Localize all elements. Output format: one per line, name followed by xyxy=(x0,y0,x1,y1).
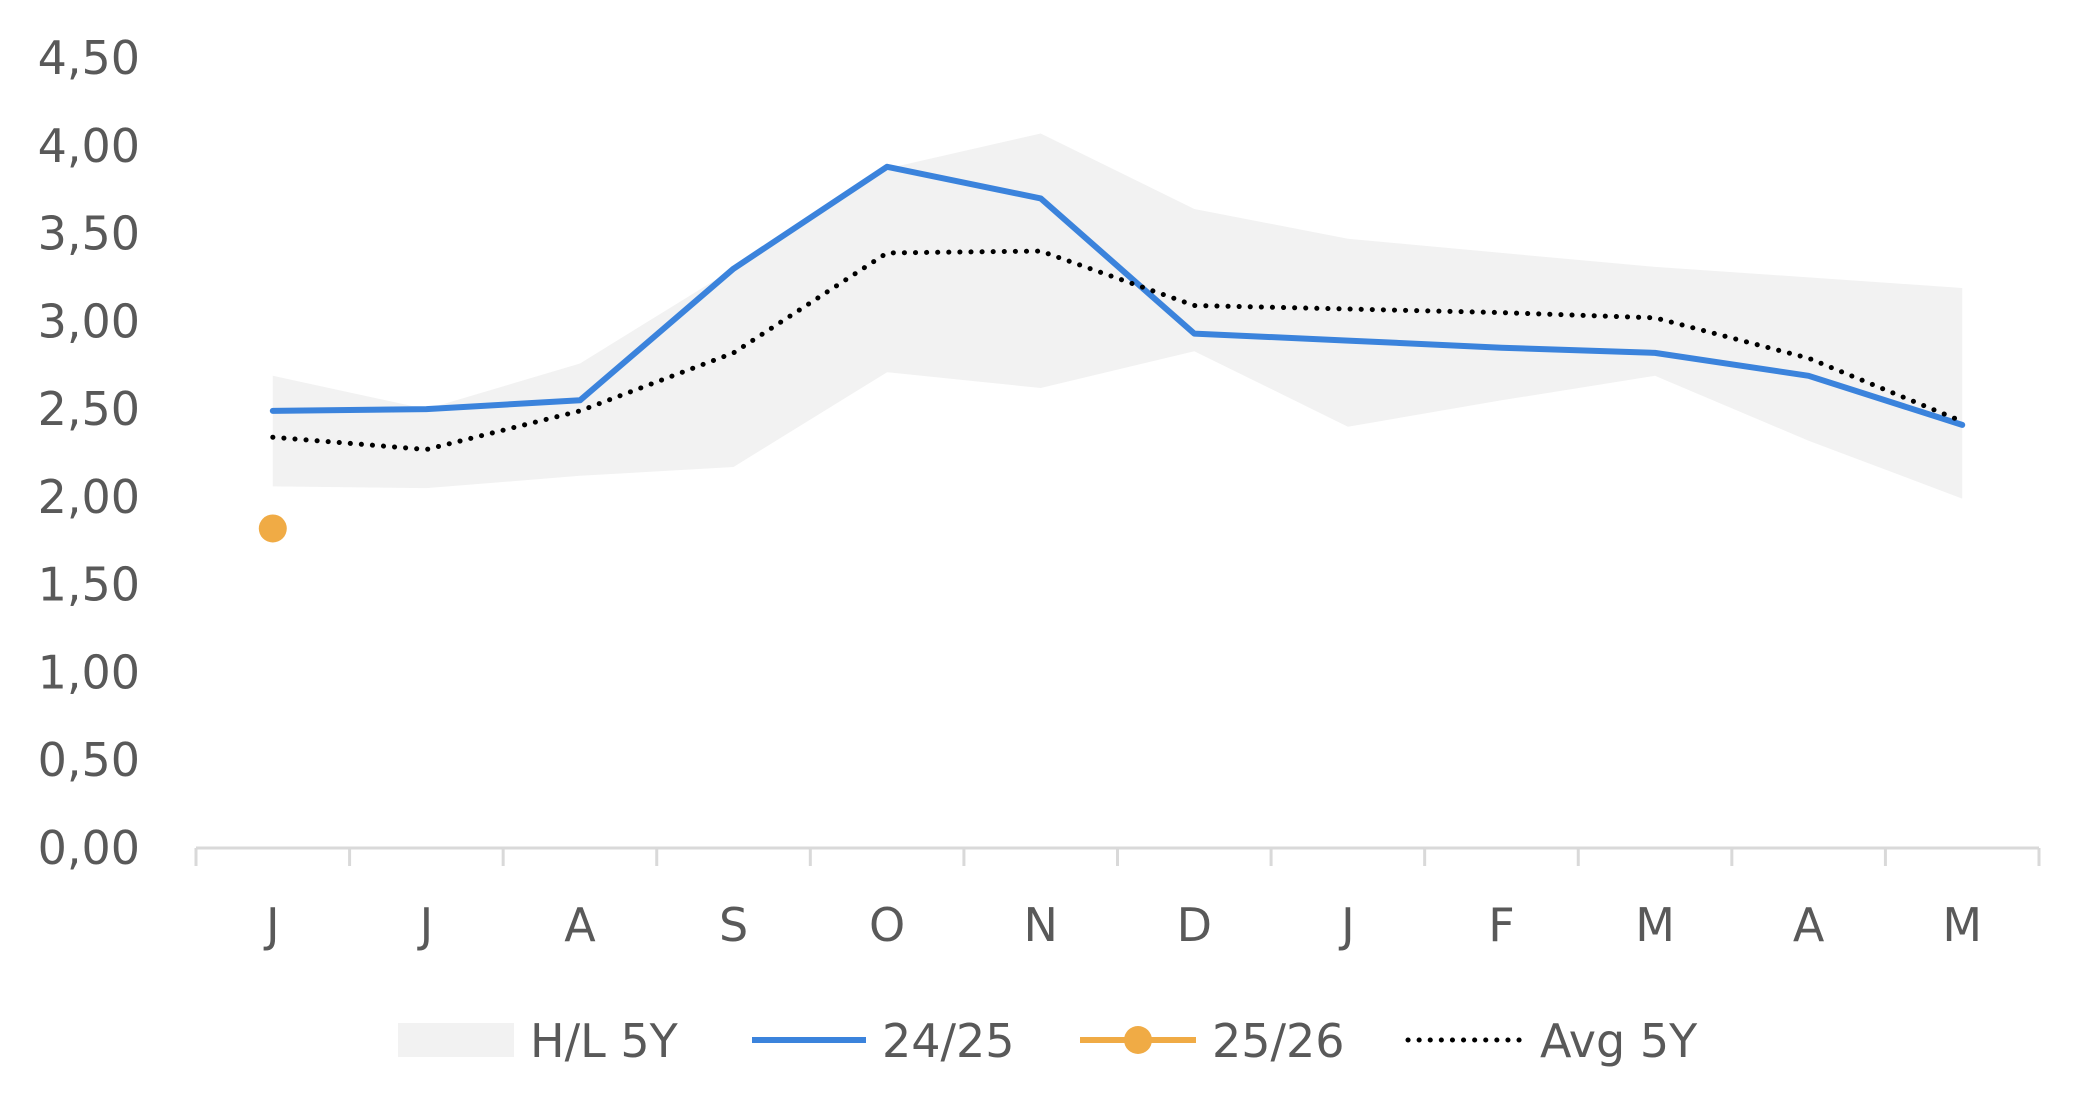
y-tick-label: 1,00 xyxy=(38,645,140,699)
x-tick-label: J xyxy=(1338,898,1355,952)
x-tick-label: A xyxy=(1793,898,1825,952)
legend-label-avg-5y: Avg 5Y xyxy=(1540,1014,1698,1068)
y-tick-label: 4,00 xyxy=(38,119,140,173)
legend-swatch-hl-5y xyxy=(398,1023,514,1057)
x-tick-label: O xyxy=(869,898,905,952)
y-tick-label: 4,50 xyxy=(38,31,140,85)
y-tick-label: 0,00 xyxy=(38,821,140,875)
legend-label-24-25: 24/25 xyxy=(882,1014,1015,1068)
y-tick-label: 2,50 xyxy=(38,382,140,436)
series-avg-5y xyxy=(270,248,1965,452)
y-tick-label: 3,00 xyxy=(38,294,140,348)
x-tick-label: M xyxy=(1942,898,1982,952)
hl-5y-band xyxy=(272,133,1963,499)
legend-swatch-25-26-marker xyxy=(1124,1026,1152,1054)
legend-label-hl-5y: H/L 5Y xyxy=(530,1014,679,1068)
x-tick-label: M xyxy=(1635,898,1675,952)
x-tick-label: J xyxy=(417,898,434,952)
hl-band-layer xyxy=(272,133,1963,499)
y-tick-label: 3,50 xyxy=(38,207,140,261)
series-24-25 xyxy=(269,163,1966,428)
line-24-25 xyxy=(269,163,1966,428)
x-tick-label: N xyxy=(1023,898,1057,952)
data-point-25-26 xyxy=(258,514,287,543)
x-tick-label: F xyxy=(1488,898,1514,952)
y-tick-label: 2,00 xyxy=(38,470,140,524)
legend: H/L 5Y 24/25 25/26 Avg 5Y xyxy=(398,1014,1698,1068)
x-tick-label: J xyxy=(263,898,280,952)
x-tick-label: A xyxy=(564,898,596,952)
axis-layer: 0,00 0,50 1,00 1,50 2,00 2,50 3,00 3,50 4,00 4,50… xyxy=(38,31,2041,952)
avg-5y-line xyxy=(270,248,1965,452)
y-tick-label: 0,50 xyxy=(38,733,140,787)
series-25-26 xyxy=(258,514,287,543)
x-tick-label: S xyxy=(719,898,748,952)
y-tick-label: 1,50 xyxy=(38,558,140,612)
series-layer xyxy=(258,163,1966,543)
legend-label-25-26: 25/26 xyxy=(1212,1014,1345,1068)
x-tick-label: D xyxy=(1177,898,1212,952)
